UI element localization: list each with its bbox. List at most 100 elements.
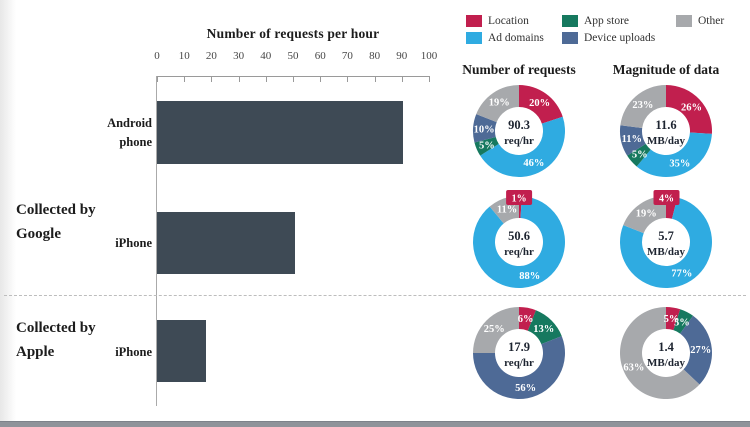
donut-slice-location <box>519 307 536 331</box>
donut-slice-other <box>619 307 700 399</box>
donut-slice-location <box>519 85 563 124</box>
x-tick-label: 40 <box>260 50 272 62</box>
x-tick-label: 50 <box>287 50 299 62</box>
x-tick-label: 10 <box>178 50 190 62</box>
slice-percent-label: 27% <box>690 345 711 356</box>
x-tick-mark <box>374 76 376 82</box>
slice-percent-label: 26% <box>681 103 702 114</box>
donut-center-unit: req/hr <box>504 357 534 369</box>
donut-center-value: 5.7 <box>658 229 674 243</box>
donut-slice-app-store <box>474 136 499 156</box>
donut-slice-location <box>666 85 713 134</box>
slice-percent-label: 20% <box>529 98 550 109</box>
donut-center-unit: MB/day <box>647 135 685 147</box>
donut-center-value: 17.9 <box>508 340 530 354</box>
group-label-apple: Collected by Apple <box>16 320 96 360</box>
slice-percent-callout: 1% <box>512 194 527 205</box>
callout-box <box>506 190 533 205</box>
donut-center-unit: MB/day <box>647 246 685 258</box>
x-tick-mark <box>429 76 430 82</box>
x-tick-mark <box>401 76 403 82</box>
donut-center-unit: MB/day <box>647 357 685 369</box>
donut-slice-device-uploads <box>473 114 497 143</box>
column-header-magnitude: Magnitude of data <box>612 62 720 77</box>
x-tick-mark <box>320 76 322 82</box>
donut-magnitude-android: 11.6 MB/day 26% 35% 5% 11% 23% <box>606 67 726 193</box>
slice-percent-label: 23% <box>632 100 653 111</box>
device-label-iphone-google: iPhone <box>115 236 152 250</box>
slice-percent-label: 25% <box>484 324 505 335</box>
slice-percent-label: 13% <box>533 324 554 335</box>
legend-item-location: Location <box>466 15 562 27</box>
x-tick-mark <box>184 76 186 82</box>
bar-iphone-google <box>157 212 295 274</box>
donut-slice-other <box>620 85 666 128</box>
legend: Location App store Other Ad domains Devi… <box>466 15 750 44</box>
slice-percent-label: 5% <box>664 314 680 325</box>
donut-svg: 5.7 MB/day 4% 77% 19% <box>619 190 712 289</box>
column-header-requests: Number of requests <box>462 62 576 77</box>
donut-slice-app-store <box>627 143 651 167</box>
donut-requests-android: 90.3 req/hr 20% 46% 5% 10% 19% <box>459 67 579 193</box>
donut-slice-app-store <box>673 309 694 334</box>
device-uploads-swatch-icon <box>562 32 578 44</box>
donut-slice-ad-domains <box>636 132 712 177</box>
x-tick-mark <box>157 76 158 82</box>
donut-slice-other <box>623 196 666 234</box>
donut-center-value: 50.6 <box>508 229 530 243</box>
slice-percent-label: 11% <box>622 134 642 145</box>
donut-center-value: 90.3 <box>508 118 530 132</box>
slice-percent-label: 19% <box>636 209 657 220</box>
left-edge-gradient <box>0 0 16 427</box>
donut-svg: 11.6 MB/day 26% 35% 5% 11% 23% <box>619 85 713 177</box>
group-label-google: Collected by Google <box>16 202 96 242</box>
legend-label: Ad domains <box>488 32 544 44</box>
app-store-swatch-icon <box>562 15 578 27</box>
donut-slice-ad-domains <box>473 196 566 288</box>
donut-requests-iphone-apple: 17.9 req/hr 6% 13% 56% 25% <box>459 289 579 415</box>
legend-item-ad-domains: Ad domains <box>466 32 562 44</box>
donut-magnitude-iphone-apple: 1.4 MB/day 5% 5% 27% 63% <box>606 289 726 415</box>
donut-center-value: 1.4 <box>658 340 674 354</box>
slice-percent-label: 5% <box>674 317 690 328</box>
slice-percent-label: 11% <box>497 205 517 216</box>
x-tick-mark <box>211 76 213 82</box>
x-tick-label: 20 <box>205 50 217 62</box>
donut-center-value: 11.6 <box>655 118 676 132</box>
donut-slice-device-uploads <box>619 125 646 156</box>
x-tick-label: 30 <box>233 50 245 62</box>
x-tick-mark <box>293 76 294 82</box>
slice-percent-label: 10% <box>474 124 495 135</box>
donut-slice-device-uploads <box>680 315 712 385</box>
donut-svg: 90.3 req/hr 20% 46% 5% 10% 19% <box>473 85 566 178</box>
slice-percent-label: 63% <box>623 362 644 373</box>
x-tick-label: 60 <box>314 50 326 62</box>
x-tick-mark <box>265 76 267 82</box>
donut-slice-device-uploads <box>473 336 565 400</box>
donut-magnitude-iphone-google: 5.7 MB/day 4% 77% 19% <box>606 178 726 304</box>
slice-percent-label: 19% <box>489 98 510 109</box>
x-tick-label: 100 <box>420 50 438 62</box>
slice-percent-label: 5% <box>479 140 495 151</box>
slice-percent-label: 88% <box>519 271 540 282</box>
donut-slice-other <box>473 307 519 353</box>
slice-percent-label: 5% <box>632 150 648 161</box>
slice-percent-label: 46% <box>523 158 544 169</box>
bottom-edge-bar <box>0 421 750 427</box>
section-divider <box>4 295 746 296</box>
x-tick-label: 80 <box>369 50 381 62</box>
legend-item-other: Other <box>676 15 750 27</box>
donut-svg: 50.6 req/hr 1% 88% 11% <box>473 190 566 288</box>
donut-slice-app-store <box>527 310 562 345</box>
legend-label: Location <box>488 15 529 27</box>
x-tick-label: 70 <box>341 50 353 62</box>
device-label-android-phone: Android phone <box>107 116 152 150</box>
slice-percent-label: 6% <box>518 314 534 325</box>
x-tick-label: 0 <box>154 50 160 62</box>
x-tick-mark <box>238 76 240 82</box>
donut-slice-ad-domains <box>619 197 712 289</box>
donut-svg: 1.4 MB/day 5%5% 27% 63% <box>619 307 712 399</box>
y-axis-line <box>156 76 157 406</box>
slice-percent-label: 56% <box>515 383 536 394</box>
